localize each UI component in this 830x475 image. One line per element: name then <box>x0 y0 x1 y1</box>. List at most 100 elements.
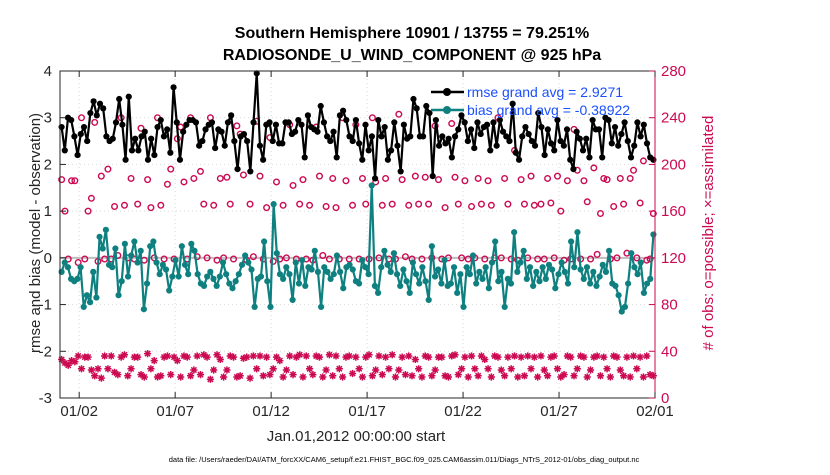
rmse-point <box>90 98 97 105</box>
obs-possible-point <box>557 207 565 215</box>
x-tick-label: 01/07 <box>156 403 194 420</box>
bias-point <box>457 271 464 278</box>
rmse-point <box>349 137 356 145</box>
obs-assimilated-point <box>190 366 198 374</box>
rmse-point <box>547 140 555 147</box>
rmse-point <box>324 133 331 140</box>
bias-point <box>621 303 629 311</box>
obs-assimilated-point <box>487 373 495 381</box>
y-right-tick-label: 80 <box>661 297 678 314</box>
obs-assimilated-point <box>239 354 248 362</box>
obs-assimilated-point <box>461 353 469 361</box>
rmse-point <box>554 116 561 124</box>
bias-point <box>270 201 277 208</box>
obs-possible-point <box>349 201 357 209</box>
bias-point <box>276 271 284 278</box>
rmse-point <box>579 147 587 154</box>
obs-assimilated-point <box>120 351 129 359</box>
bias-point <box>153 259 160 266</box>
obs-possible-point <box>441 204 449 212</box>
rmse-point <box>144 156 152 163</box>
obs-possible-point <box>71 177 79 185</box>
rmse-point <box>477 130 484 138</box>
bias-point <box>308 266 315 273</box>
obs-assimilated-point <box>91 372 99 380</box>
bias-point <box>327 275 334 282</box>
bias-point <box>571 264 578 271</box>
obs-possible-point <box>415 200 423 208</box>
bias-point <box>346 261 353 268</box>
obs-assimilated-point <box>530 353 538 361</box>
bias-point <box>96 233 103 240</box>
bias-point <box>549 266 556 273</box>
rmse-point <box>317 102 324 110</box>
bias-point <box>488 259 496 266</box>
obs-assimilated-point <box>296 351 304 359</box>
obs-possible-point <box>269 257 277 265</box>
bias-point <box>593 282 600 289</box>
obs-assimilated-point <box>262 353 271 361</box>
bias-point <box>156 271 163 278</box>
rmse-point <box>320 119 328 126</box>
obs-possible-point <box>497 254 505 262</box>
obs-assimilated-point <box>335 365 343 373</box>
obs-possible-point <box>68 177 76 185</box>
rmse-point <box>445 135 452 142</box>
obs-assimilated-point <box>573 365 581 373</box>
obs-assimilated-point <box>342 353 350 361</box>
rmse-point <box>132 135 139 142</box>
obs-assimilated-point <box>259 372 267 380</box>
obs-possible-point <box>580 177 588 185</box>
rmse-point <box>631 142 638 149</box>
obs-assimilated-point <box>124 372 132 380</box>
bias-point <box>492 238 499 245</box>
obs-possible-point <box>405 201 413 209</box>
obs-assimilated-point <box>418 373 426 381</box>
obs-possible-point <box>216 174 224 182</box>
bias-point <box>159 261 166 268</box>
obs-assimilated-point <box>332 352 340 360</box>
y-right-tick-label: 280 <box>661 63 686 80</box>
obs-assimilated-point <box>183 353 191 361</box>
obs-possible-point <box>91 118 99 126</box>
obs-assimilated-point <box>570 372 578 380</box>
bias-point <box>479 275 486 282</box>
obs-possible-point <box>448 120 456 128</box>
rmse-point <box>231 137 238 145</box>
obs-assimilated-point <box>84 353 92 361</box>
rmse-point <box>618 130 625 138</box>
obs-assimilated-point <box>97 374 105 382</box>
obs-assimilated-point <box>517 353 525 361</box>
rmse-point <box>429 173 436 180</box>
obs-assimilated-point <box>563 352 572 360</box>
obs-assimilated-point <box>167 371 175 379</box>
bias-point <box>188 240 195 247</box>
obs-possible-point <box>534 255 542 263</box>
bias-point <box>435 266 442 273</box>
obs-assimilated-point <box>77 365 86 373</box>
rmse-point <box>256 142 264 149</box>
bias-point <box>530 282 537 289</box>
obs-possible-point <box>616 174 624 182</box>
rmse-point <box>330 128 337 135</box>
obs-assimilated-point <box>424 353 433 361</box>
obs-assimilated-point <box>243 353 251 361</box>
bias-point <box>628 250 635 257</box>
obs-assimilated-point <box>441 372 449 380</box>
bias-point <box>283 264 290 271</box>
obs-assimilated-point <box>67 357 76 365</box>
obs-assimilated-point <box>408 372 416 380</box>
rmse-point <box>410 95 417 103</box>
bias-point <box>393 271 401 278</box>
bias-point <box>121 240 128 247</box>
obs-possible-point <box>203 254 211 262</box>
obs-assimilated-point <box>494 353 502 361</box>
obs-possible-point <box>454 200 462 208</box>
legend-rmse-marker <box>443 88 451 96</box>
rmse-point <box>615 142 622 149</box>
bias-point <box>137 247 144 254</box>
y-right-tick-label: 40 <box>661 343 678 360</box>
bias-point <box>390 250 397 257</box>
bias-point <box>213 282 220 289</box>
rmse-point <box>397 168 404 175</box>
